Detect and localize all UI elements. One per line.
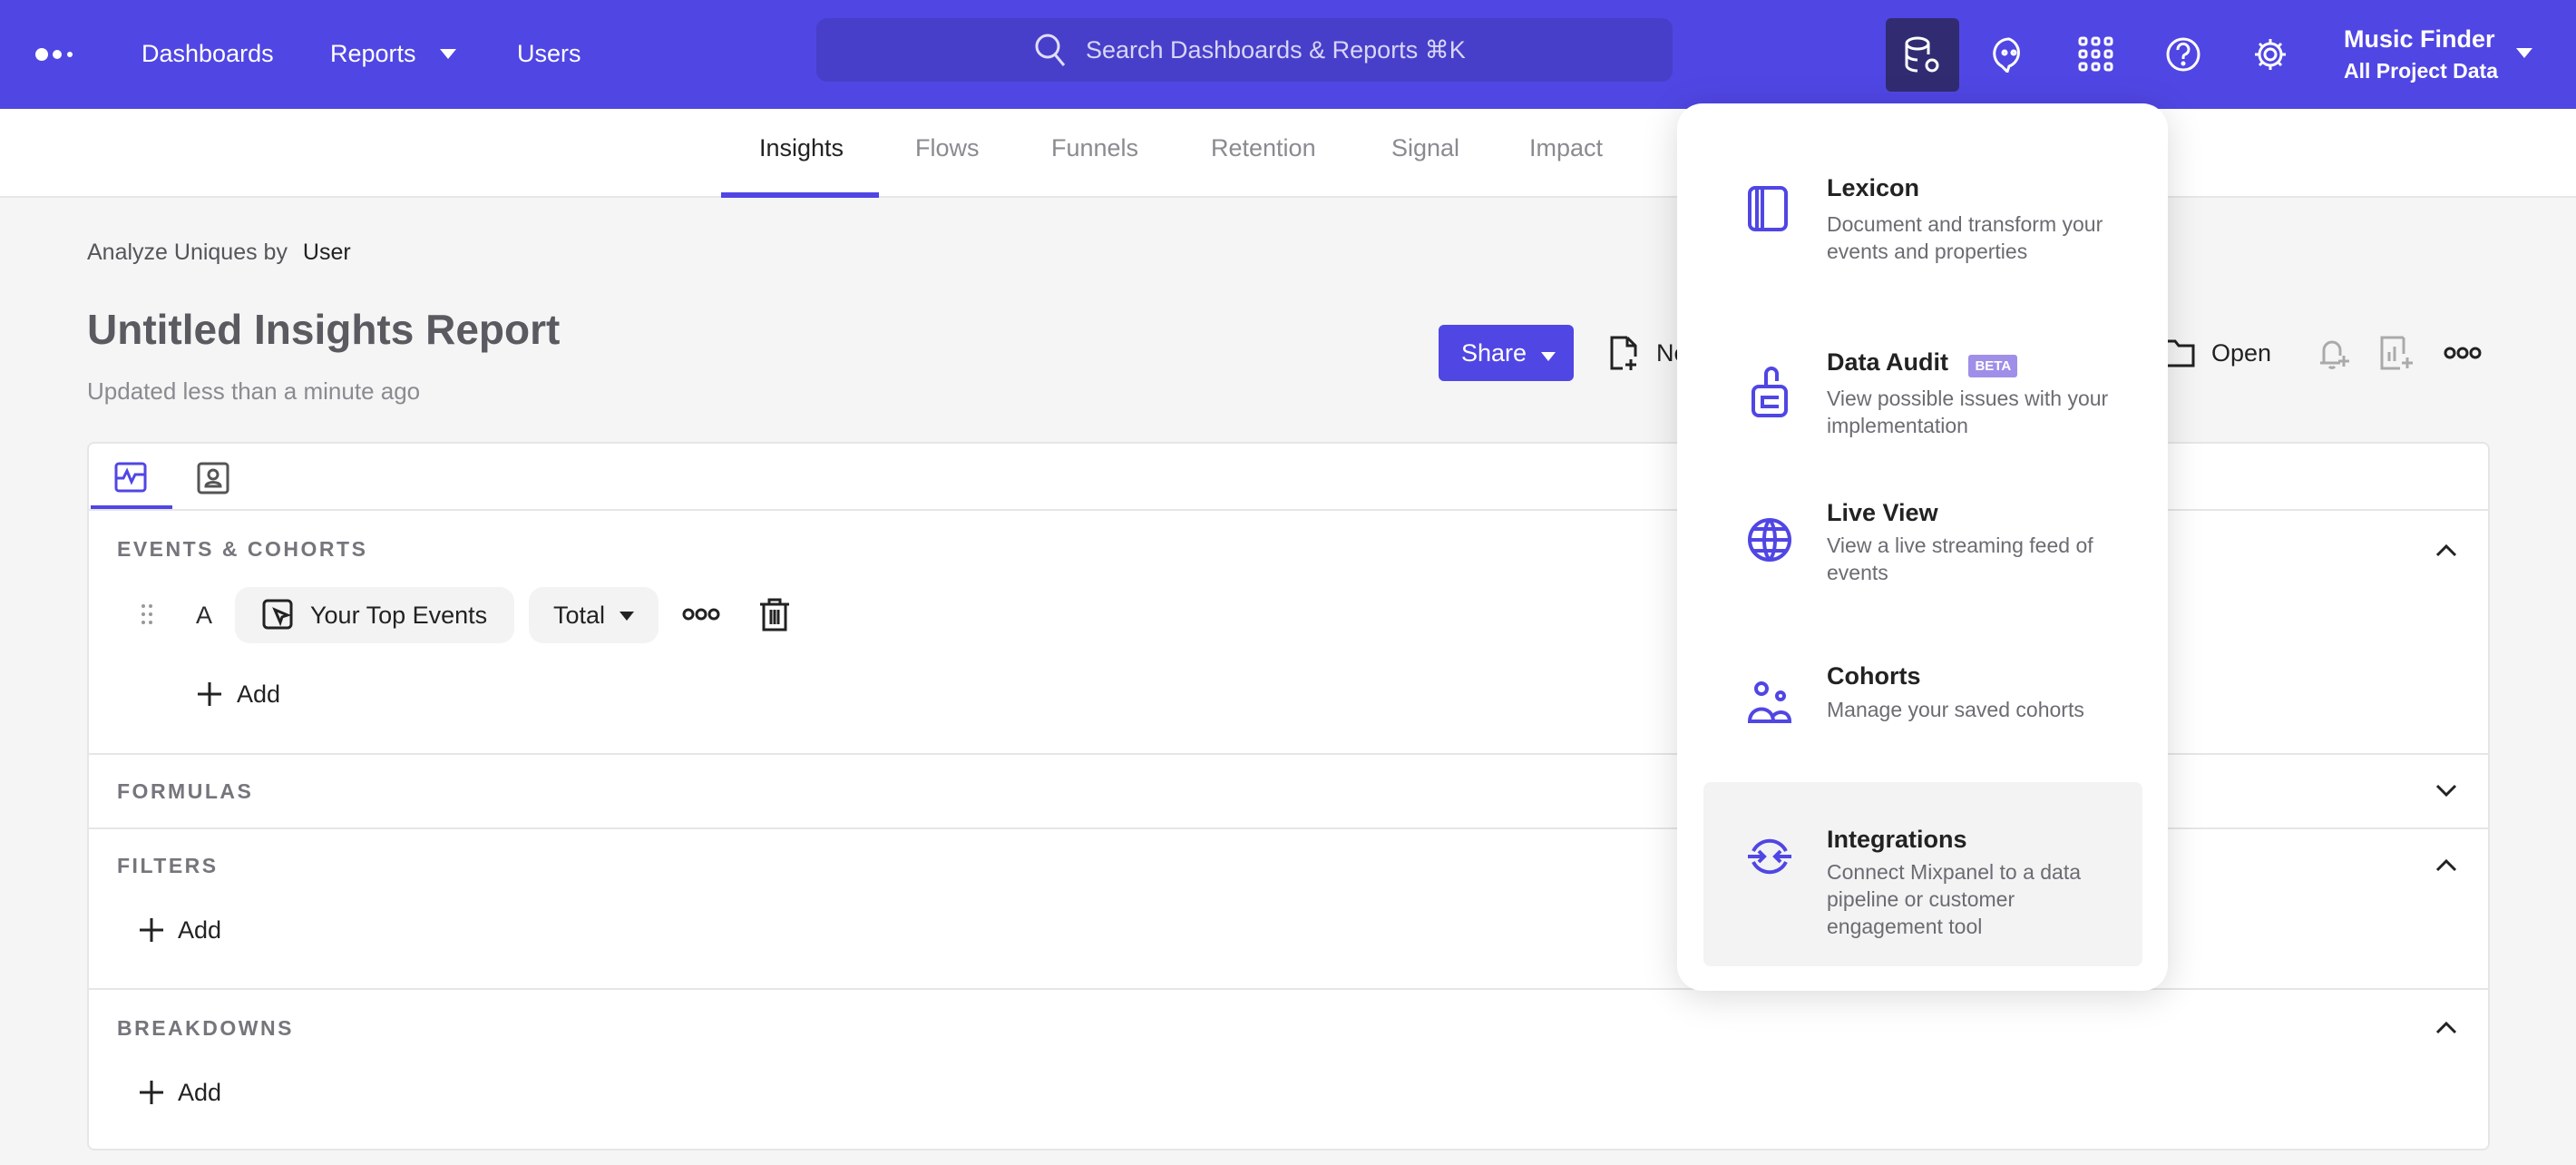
plus-icon[interactable]: [140, 918, 163, 942]
project-name: Music Finder: [2344, 25, 2495, 53]
divider: [89, 509, 2488, 511]
formulas-section-label[interactable]: FORMULAS: [117, 779, 254, 803]
more-options-icon[interactable]: [2444, 346, 2482, 360]
nav-reports[interactable]: Reports: [330, 40, 416, 67]
search-icon: [1035, 34, 1066, 66]
nav-dashboards[interactable]: Dashboards: [141, 40, 274, 67]
menu-item-title-row: Data Audit BETA: [1827, 348, 2018, 378]
event-selector[interactable]: Your Top Events: [235, 587, 514, 643]
beta-badge: BETA: [1968, 355, 2018, 378]
tab-insights[interactable]: Insights: [759, 134, 844, 162]
menu-item-data-audit[interactable]: Data Audit BETA View possible issues wit…: [1677, 321, 2168, 457]
lock-audit-icon: [1751, 367, 1788, 417]
chevron-up-icon[interactable]: [2434, 537, 2459, 563]
more-options-icon[interactable]: [682, 607, 720, 622]
menu-item-title: Integrations: [1827, 826, 1967, 853]
add-filter-button[interactable]: Add: [178, 916, 222, 944]
menu-item-lexicon[interactable]: Lexicon Document and transform your even…: [1677, 158, 2168, 294]
logo-icon[interactable]: [34, 45, 76, 64]
plus-icon[interactable]: [140, 1081, 163, 1104]
users-icon: [1747, 681, 1792, 723]
trash-icon[interactable]: [758, 597, 791, 631]
data-management-menu: Lexicon Document and transform your even…: [1677, 103, 2168, 991]
data-management-icon: [1905, 36, 1939, 73]
add-event-button[interactable]: Add: [237, 680, 281, 708]
measure-label: Total: [553, 602, 606, 629]
settings-icon[interactable]: [2252, 36, 2288, 73]
analyze-value[interactable]: User: [302, 240, 351, 265]
page-title[interactable]: Untitled Insights Report: [87, 306, 561, 353]
tab-impact[interactable]: Impact: [1529, 134, 1604, 162]
new-report-icon[interactable]: [1609, 336, 1638, 372]
events-section-label: EVENTS & COHORTS: [117, 537, 368, 561]
menu-item-description: Connect Mixpanel to a data pipeline or c…: [1827, 860, 2082, 938]
menu-item-cohorts[interactable]: Cohorts Manage your saved cohorts: [1677, 648, 2168, 766]
help-icon[interactable]: [2165, 36, 2201, 73]
menu-item-title: Data Audit: [1827, 348, 1948, 376]
tab-signal[interactable]: Signal: [1391, 134, 1460, 162]
tab-funnels[interactable]: Funnels: [1051, 134, 1139, 162]
data-management-button[interactable]: [1886, 18, 1959, 92]
divider: [89, 753, 2488, 755]
menu-item-live-view[interactable]: Live View View a live streaming feed of …: [1677, 485, 2168, 621]
tab-flows[interactable]: Flows: [915, 134, 980, 162]
measure-selector[interactable]: Total: [529, 587, 659, 643]
active-tab-indicator: [721, 192, 879, 198]
menu-item-description: View possible issues with your implement…: [1827, 387, 2109, 437]
apps-grid-icon[interactable]: [2078, 36, 2114, 73]
share-button[interactable]: Share: [1439, 325, 1574, 381]
globe-icon: [1748, 518, 1791, 562]
divider: [89, 988, 2488, 990]
plus-icon[interactable]: [198, 682, 221, 706]
user-profile-icon[interactable]: [197, 462, 229, 494]
chevron-down-icon: [1540, 352, 1556, 361]
add-to-dashboard-icon[interactable]: [2380, 336, 2415, 372]
menu-item-description: View a live streaming feed of events: [1827, 534, 2093, 584]
integrations-icon: [1748, 838, 1791, 875]
project-scope: All Project Data: [2344, 59, 2498, 83]
menu-item-highlight: [1703, 782, 2142, 966]
menu-item-title: Live View: [1827, 499, 1938, 526]
menu-item-description: Document and transform your events and p…: [1827, 212, 2103, 263]
search-input[interactable]: Search Dashboards & Reports ⌘K: [816, 18, 1673, 82]
drag-handle-icon[interactable]: [141, 603, 153, 625]
chevron-down-icon[interactable]: [2434, 778, 2459, 803]
tab-retention[interactable]: Retention: [1211, 134, 1316, 162]
chevron-down-icon: [620, 612, 634, 621]
open-button[interactable]: Open: [2211, 339, 2272, 367]
breakdowns-section-label: BREAKDOWNS: [117, 1016, 294, 1040]
chevron-up-icon[interactable]: [2434, 852, 2459, 877]
chevron-down-icon[interactable]: [440, 49, 456, 60]
updated-status: Updated less than a minute ago: [87, 377, 421, 405]
analyze-by[interactable]: Analyze Uniques by User: [87, 240, 351, 266]
chevron-down-icon[interactable]: [2516, 48, 2532, 59]
menu-item-integrations[interactable]: Integrations Connect Mixpanel to a data …: [1703, 782, 2142, 966]
book-icon: [1748, 186, 1788, 231]
filters-section-label: FILTERS: [117, 854, 219, 877]
top-nav-bar: Dashboards Reports Users Search Dashboar…: [0, 0, 2576, 109]
event-letter: A: [196, 602, 213, 629]
project-selector[interactable]: Music Finder All Project Data: [2344, 25, 2498, 83]
chat-icon[interactable]: [1991, 36, 2027, 73]
share-label: Share: [1461, 339, 1527, 367]
add-alert-bell-icon[interactable]: [2317, 336, 2351, 372]
menu-item-description: Manage your saved cohorts: [1827, 698, 2084, 721]
cursor-click-icon: [262, 599, 293, 630]
active-builder-tab-indicator: [91, 505, 172, 511]
menu-item-title: Lexicon: [1827, 174, 1920, 201]
menu-item-title: Cohorts: [1827, 662, 1921, 690]
event-name: Your Top Events: [310, 602, 488, 629]
search-placeholder: Search Dashboards & Reports ⌘K: [1086, 36, 1466, 64]
chevron-up-icon[interactable]: [2434, 1014, 2459, 1040]
insights-chart-icon[interactable]: [114, 462, 147, 493]
nav-users[interactable]: Users: [517, 40, 581, 67]
add-breakdown-button[interactable]: Add: [178, 1079, 222, 1106]
analyze-prefix: Analyze Uniques by: [87, 240, 288, 265]
divider: [89, 827, 2488, 829]
